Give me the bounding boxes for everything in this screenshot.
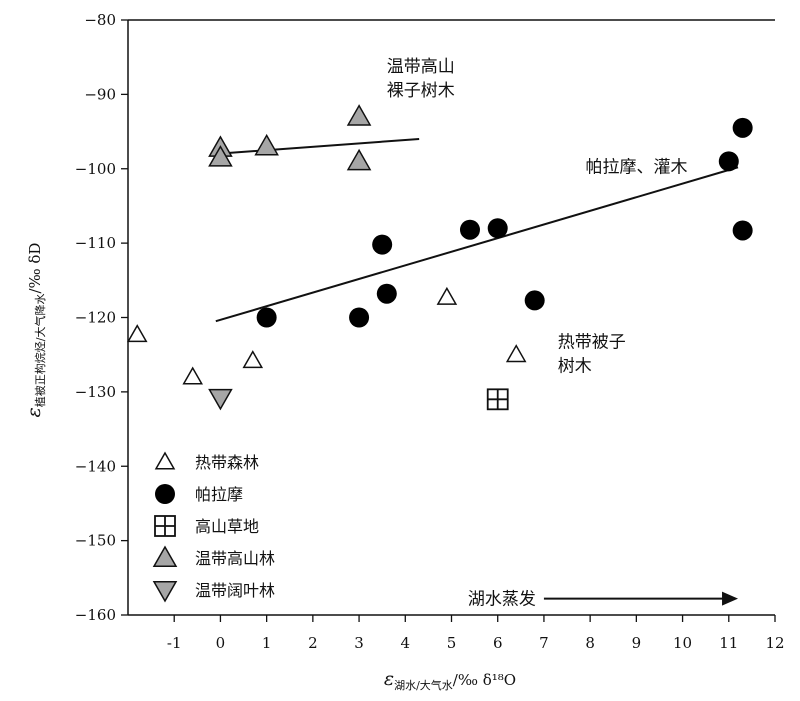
y-axis-ticks: −80 −90 −100 −110 −120 −130 −140 −150 −160 bbox=[75, 11, 128, 624]
data-point bbox=[256, 307, 277, 328]
x-tick-label: 9 bbox=[632, 634, 642, 652]
data-points bbox=[126, 104, 753, 411]
y-axis-label-subscript: 植被正构烷烃/大气降水 bbox=[33, 294, 47, 408]
y-axis-label: ε植被正构烷烃/大气降水/‰ δD bbox=[23, 243, 47, 418]
legend-item: 热带森林 bbox=[154, 451, 259, 472]
data-point bbox=[486, 388, 509, 411]
legend-item: 帕拉摩 bbox=[155, 484, 243, 504]
y-axis-label-main: /‰ δD bbox=[26, 243, 44, 294]
legend-item: 高山草地 bbox=[154, 515, 259, 537]
x-axis-label-main: /‰ δ¹⁸O bbox=[453, 671, 516, 689]
legend-marker bbox=[152, 581, 178, 603]
data-point bbox=[505, 344, 527, 363]
legend-marker bbox=[155, 484, 175, 504]
y-tick-label: −110 bbox=[75, 234, 116, 252]
x-tick-label: 0 bbox=[216, 634, 226, 652]
data-point bbox=[349, 307, 370, 328]
y-tick-label: −120 bbox=[75, 309, 116, 327]
x-tick-label: 3 bbox=[354, 634, 364, 652]
y-axis-label-symbol: ε bbox=[23, 407, 45, 417]
legend-marker bbox=[154, 451, 176, 470]
x-tick-label: 7 bbox=[539, 634, 549, 652]
trend-line bbox=[215, 138, 420, 155]
legend-marker bbox=[154, 515, 176, 537]
evaporation-arrow: 湖水蒸发 bbox=[468, 590, 739, 610]
y-tick-label: −160 bbox=[75, 606, 116, 624]
data-point bbox=[718, 151, 739, 172]
x-tick-label: 6 bbox=[493, 634, 503, 652]
legend-label: 热带森林 bbox=[195, 453, 259, 472]
x-axis-ticks: -1 0 1 2 3 4 5 6 7 8 9 10 11 12 bbox=[167, 615, 785, 652]
trend-line bbox=[215, 166, 739, 323]
y-tick-label: −150 bbox=[75, 532, 116, 550]
y-tick-label: −130 bbox=[75, 383, 116, 401]
data-point bbox=[732, 220, 753, 241]
data-point bbox=[242, 350, 264, 369]
trend-lines bbox=[215, 138, 739, 323]
data-point bbox=[732, 117, 753, 138]
legend-marker bbox=[152, 545, 178, 567]
x-tick-label: 10 bbox=[673, 634, 692, 652]
x-tick-label: 5 bbox=[447, 634, 457, 652]
x-axis-label: ε湖水/大气水/‰ δ¹⁸O bbox=[384, 668, 516, 692]
annotation-text: 帕拉摩、灌木 bbox=[586, 157, 688, 177]
data-point bbox=[254, 133, 279, 156]
y-tick-label: −80 bbox=[84, 11, 116, 29]
data-point bbox=[208, 388, 233, 411]
annotation-text: 温带高山裸子树木 bbox=[387, 57, 455, 101]
y-tick-label: −100 bbox=[75, 160, 116, 178]
x-tick-label: 2 bbox=[308, 634, 318, 652]
x-tick-label: 11 bbox=[719, 634, 738, 652]
x-axis-label-symbol: ε bbox=[384, 668, 394, 690]
x-tick-label: 1 bbox=[262, 634, 272, 652]
legend-label: 温带高山林 bbox=[195, 549, 275, 568]
y-tick-label: −140 bbox=[75, 457, 116, 475]
x-tick-label: 8 bbox=[585, 634, 595, 652]
legend-label: 高山草地 bbox=[195, 517, 259, 536]
y-tick-label: −90 bbox=[84, 85, 116, 103]
x-tick-label: 4 bbox=[401, 634, 411, 652]
x-axis-label-subscript: 湖水/大气水 bbox=[394, 678, 453, 692]
data-point bbox=[346, 148, 372, 171]
data-point bbox=[376, 283, 397, 304]
annotation-text: 热带被子树木 bbox=[558, 332, 626, 376]
legend-item: 温带高山林 bbox=[152, 545, 275, 568]
x-tick-label: 12 bbox=[765, 634, 784, 652]
data-point bbox=[182, 366, 203, 385]
legend-label: 温带阔叶林 bbox=[195, 581, 275, 600]
data-point bbox=[436, 286, 458, 305]
data-point bbox=[208, 145, 233, 167]
legend-label: 帕拉摩 bbox=[195, 485, 243, 504]
data-point bbox=[126, 324, 148, 343]
data-point bbox=[459, 219, 480, 240]
data-point bbox=[487, 218, 508, 239]
data-point bbox=[372, 234, 393, 255]
data-point bbox=[346, 104, 372, 126]
arrow-label: 湖水蒸发 bbox=[468, 590, 536, 610]
legend-item: 温带阔叶林 bbox=[152, 581, 275, 603]
arrow-head bbox=[722, 591, 739, 606]
data-point bbox=[524, 290, 545, 311]
x-tick-label: -1 bbox=[167, 634, 182, 652]
